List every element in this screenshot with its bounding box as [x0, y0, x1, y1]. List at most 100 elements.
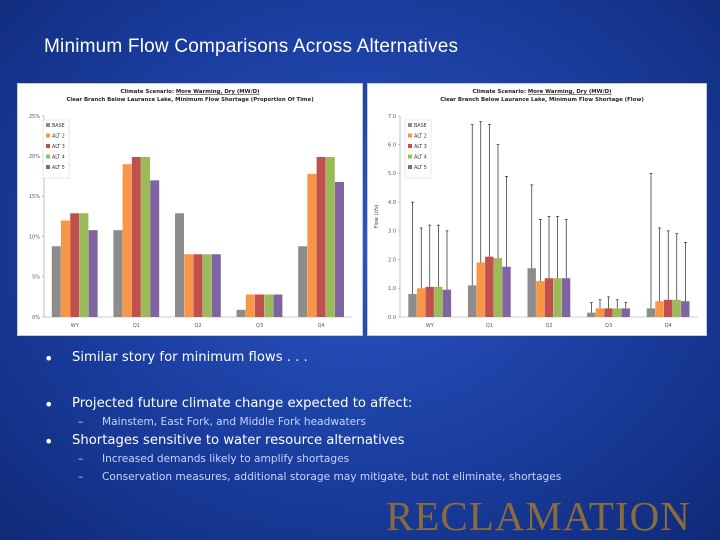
bar-alt2-q4 [655, 301, 664, 317]
y-tick-label: 3.0 [388, 229, 396, 235]
bar-alt4-q4 [325, 157, 335, 317]
bar-base-q2 [175, 213, 184, 317]
legend-swatch [46, 123, 50, 127]
bar-alt2-q4 [307, 173, 317, 317]
bar-alt2-wy [416, 288, 426, 317]
sub-bullet-marker: – [78, 416, 84, 428]
bar-alt3-q1 [485, 256, 494, 317]
y-tick-label: 15% [29, 194, 40, 200]
legend-label: ALT 3 [414, 144, 427, 150]
bar-alt5-q4 [681, 301, 690, 317]
legend-swatch [46, 165, 50, 169]
x-tick-label: Q1 [133, 323, 140, 329]
y-tick-label: 5% [32, 275, 40, 281]
legend-swatch [46, 133, 50, 138]
chart-title-line2: Clear Branch Below Laurance Lake, Minimu… [66, 97, 313, 103]
bar-base-q1 [113, 230, 123, 317]
bar-alt4-q3 [612, 308, 622, 317]
legend-label: ALT 4 [52, 155, 65, 161]
bar-alt2-q3 [245, 294, 255, 317]
legend-label: ALT 2 [414, 134, 427, 140]
x-tick-label: Q4 [665, 323, 672, 329]
bar-alt5-q3 [273, 294, 283, 317]
chart-title-prefix: Climate Scenario: [120, 89, 175, 95]
chart-title-line1: Climate Scenario: More Warming, Dry (MW/… [472, 89, 611, 95]
y-tick-label: 0% [32, 315, 40, 321]
y-tick-label: 25% [29, 114, 40, 120]
y-tick-label: 20% [29, 154, 40, 160]
bar-alt4-wy [79, 213, 89, 317]
legend-label: BASE [52, 123, 65, 129]
chart-legend: BASE ALT 2 ALT 3 ALT 4 ALT 5 [42, 119, 70, 179]
bar-alt4-q1 [493, 258, 503, 317]
bar-alt2-q1 [122, 164, 132, 317]
reclamation-logo: RECLAMATION [386, 493, 691, 539]
bullet-marker: • [44, 349, 54, 368]
legend-swatch [408, 144, 412, 148]
legend-label: ALT 3 [52, 144, 65, 150]
bar-alt4-q2 [553, 278, 562, 317]
chart-title-line2: Clear Branch Below Laurance Lake, Minimu… [440, 97, 644, 103]
chart-title-prefix: Climate Scenario: [472, 89, 527, 95]
legend-label: ALT 2 [52, 134, 65, 140]
chart-title-line1: Climate Scenario: More Warming, Dry (MW/… [120, 89, 259, 95]
sub-bullet-marker: – [78, 453, 84, 465]
bar-alt5-q2 [561, 278, 571, 317]
bar-base-q1 [467, 285, 477, 317]
x-tick-label: WY [426, 323, 435, 329]
x-tick-label: Q2 [194, 323, 201, 329]
y-tick-label: 0.0 [388, 315, 396, 321]
bar-alt3-q4 [663, 299, 673, 317]
y-tick-label: 7.0 [388, 114, 396, 120]
legend-label: ALT 4 [414, 155, 427, 161]
bar-alt3-q3 [255, 294, 264, 317]
bar-alt5-q4 [335, 181, 344, 317]
bar-alt2-q1 [476, 262, 485, 317]
bar-alt5-q2 [211, 254, 221, 317]
sub-bullet-text: Increased demands likely to amplify shor… [102, 453, 350, 465]
legend-swatch [46, 144, 50, 148]
x-tick-label: Q1 [486, 323, 493, 329]
x-tick-label: Q4 [318, 323, 325, 329]
bullet-marker: • [44, 432, 54, 451]
chart-legend: BASE ALT 2 ALT 3 ALT 4 ALT 5 [404, 119, 432, 179]
bar-base-q3 [587, 312, 596, 317]
chart-panel-flow: Climate Scenario: More Warming, Dry (MW/… [367, 83, 707, 336]
y-tick-label: 10% [29, 234, 40, 240]
bar-alt5-wy [88, 230, 98, 317]
sub-bullet-text: Mainstem, East Fork, and Middle Fork hea… [102, 416, 367, 428]
y-tick-label: 1.0 [388, 286, 396, 292]
bar-alt3-q4 [316, 157, 326, 317]
legend-swatch [408, 154, 412, 159]
bar-alt5-q1 [502, 266, 511, 317]
legend-label: ALT 5 [414, 165, 427, 171]
bar-alt4-q1 [141, 157, 150, 317]
chart-title-scenario: More Warming, Dry (MW/D) [176, 89, 260, 95]
bar-alt4-q3 [264, 294, 274, 317]
y-tick-label: 4.0 [388, 200, 396, 206]
y-tick-label: 6.0 [388, 143, 396, 149]
bar-alt3-wy [70, 213, 80, 317]
y-tick-label: 5.0 [388, 171, 396, 177]
legend-swatch [408, 165, 412, 169]
bar-alt2-wy [61, 220, 70, 317]
legend-swatch [408, 133, 412, 138]
bar-alt3-wy [425, 286, 434, 317]
x-tick-label: WY [71, 323, 80, 329]
bar-alt2-q3 [595, 308, 605, 317]
chart-flow: Climate Scenario: More Warming, Dry (MW/… [374, 89, 698, 329]
bar-base-q3 [236, 309, 246, 317]
y-tick-label: 2.0 [388, 257, 396, 263]
bar-base-wy [408, 294, 417, 317]
bar-alt4-q2 [202, 254, 212, 317]
x-tick-label: Q3 [605, 323, 612, 329]
bar-base-wy [51, 246, 61, 317]
bullet-text: Shortages sensitive to water resource al… [72, 433, 405, 448]
x-tick-label: Q2 [545, 323, 552, 329]
sub-bullet-text: Conservation measures, additional storag… [102, 471, 562, 483]
bar-base-q2 [527, 268, 536, 317]
bar-base-q4 [298, 246, 308, 317]
legend-swatch [46, 154, 50, 159]
bar-alt2-q2 [536, 281, 545, 317]
legend-swatch [408, 123, 412, 127]
